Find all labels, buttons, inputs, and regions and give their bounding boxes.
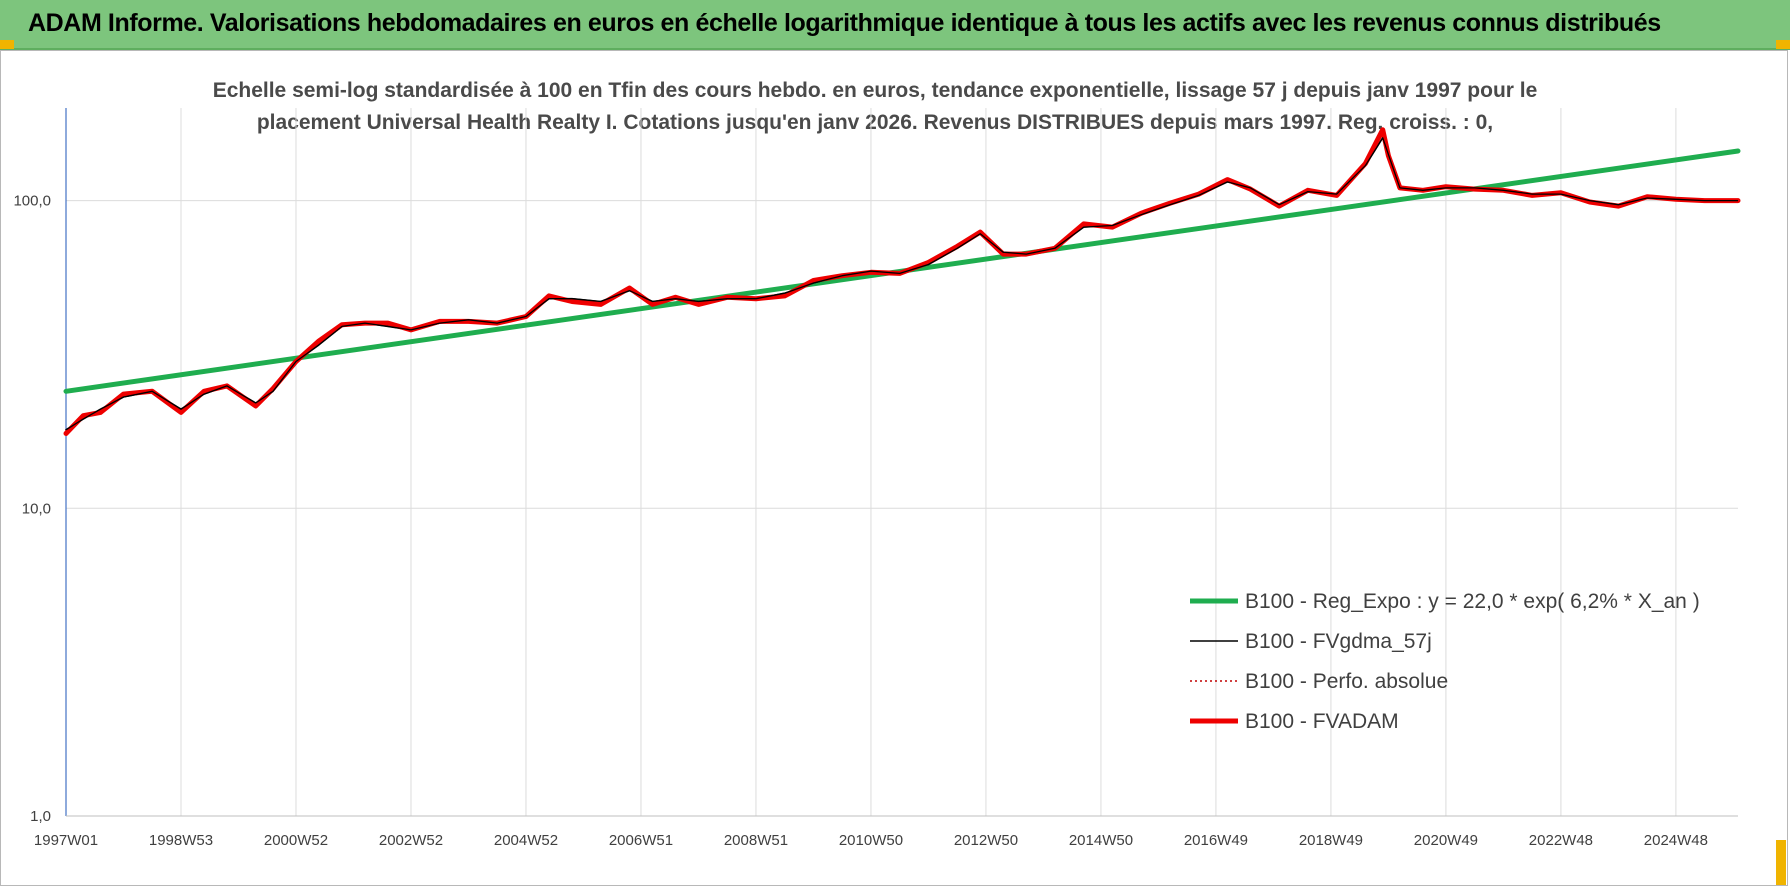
x-tick-label: 2008W51 bbox=[724, 832, 788, 849]
chart-title-line-1: Echelle semi-log standardisée à 100 en T… bbox=[212, 79, 1538, 102]
corner-marker-bottom-right bbox=[1776, 840, 1786, 886]
y-tick-label: 1,0 bbox=[30, 808, 51, 825]
x-tick-label: 1997W01 bbox=[34, 832, 98, 849]
banner-title: ADAM Informe. Valorisations hebdomadaire… bbox=[28, 9, 1661, 37]
x-tick-label: 2020W49 bbox=[1414, 832, 1478, 849]
x-tick-label: 2002W52 bbox=[379, 832, 443, 849]
legend: B100 - Reg_Expo : y = 22,0 * exp( 6,2% *… bbox=[1190, 590, 1700, 733]
x-tick-label: 2004W52 bbox=[494, 832, 558, 849]
y-tick-label: 10,0 bbox=[22, 500, 51, 517]
legend-label-3: B100 - Perfo. absolue bbox=[1245, 670, 1448, 693]
legend-label-2: B100 - FVgdma_57j bbox=[1245, 630, 1432, 653]
x-tick-label: 2018W49 bbox=[1299, 832, 1363, 849]
corner-marker-top-left bbox=[0, 40, 14, 49]
title-banner: ADAM Informe. Valorisations hebdomadaire… bbox=[0, 0, 1790, 50]
x-tick-label: 1998W53 bbox=[149, 832, 213, 849]
x-tick-label: 2012W50 bbox=[954, 832, 1018, 849]
legend-label-1: B100 - Reg_Expo : y = 22,0 * exp( 6,2% *… bbox=[1245, 590, 1700, 613]
y-tick-label: 100,0 bbox=[13, 193, 51, 210]
corner-marker-top-right bbox=[1776, 40, 1790, 49]
x-tick-label: 2010W50 bbox=[839, 832, 903, 849]
series-line-4 bbox=[63, 127, 1741, 436]
x-tick-label: 2016W49 bbox=[1184, 832, 1248, 849]
grid-lines bbox=[66, 108, 1738, 817]
chart-title-line-2: placement Universal Health Realty I. Cot… bbox=[256, 111, 1494, 134]
x-tick-label: 2000W52 bbox=[264, 832, 328, 849]
x-tick-label: 2006W51 bbox=[609, 832, 673, 849]
series-line-2 bbox=[65, 137, 1739, 431]
legend-label-4: B100 - FVADAM bbox=[1245, 710, 1399, 733]
series-line-2-overlay bbox=[65, 137, 1738, 431]
chart-title: Echelle semi-log standardisée à 100 en T… bbox=[170, 75, 1580, 139]
axes: 1997W01 1998W53 2000W52 2002W52 2004W52 2006W… bbox=[13, 108, 1738, 849]
x-tick-label: 2024W48 bbox=[1644, 832, 1708, 849]
x-tick-label: 2022W48 bbox=[1529, 832, 1593, 849]
chart-frame bbox=[0, 50, 1788, 886]
x-tick-label: 2014W50 bbox=[1069, 832, 1133, 849]
series-layer bbox=[63, 127, 1741, 436]
